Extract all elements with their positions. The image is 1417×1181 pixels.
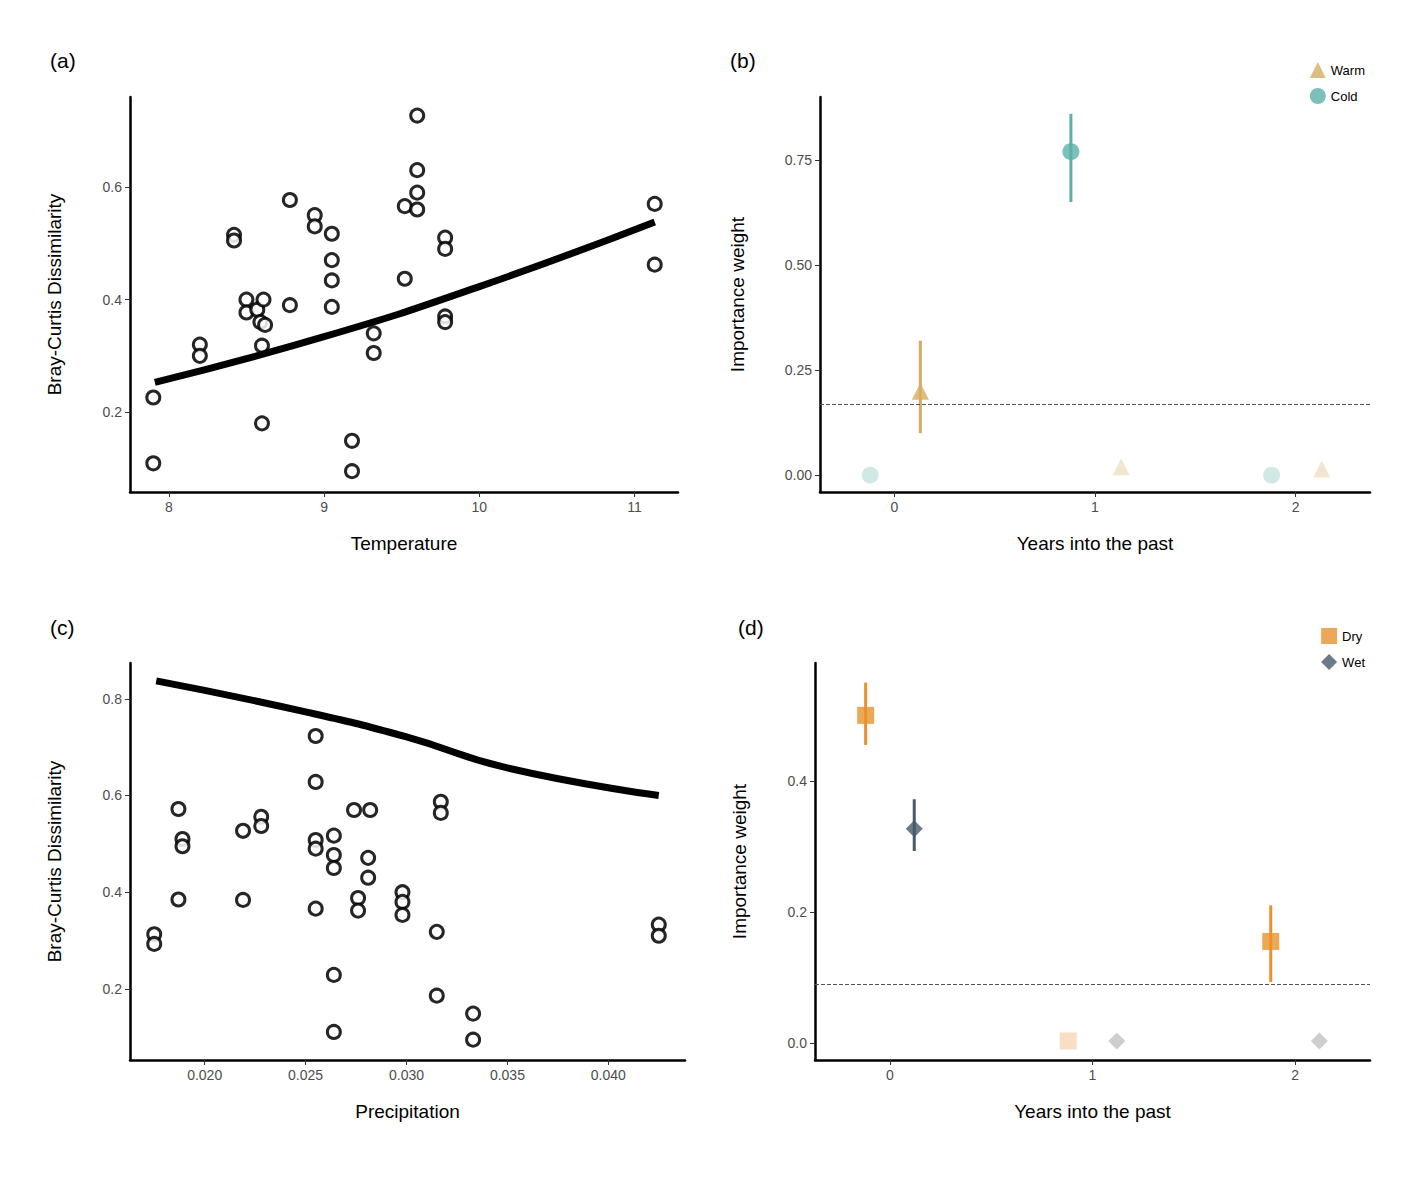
svg-text:0.2: 0.2 (103, 981, 123, 997)
svg-text:Years into the past: Years into the past (1017, 533, 1174, 554)
svg-text:0.020: 0.020 (187, 1067, 222, 1083)
svg-text:0.6: 0.6 (103, 179, 123, 195)
svg-text:0.8: 0.8 (103, 691, 123, 707)
svg-text:0.25: 0.25 (785, 362, 812, 378)
svg-text:Importance weight: Importance weight (729, 783, 750, 939)
svg-text:8: 8 (165, 499, 173, 515)
svg-text:0.0: 0.0 (788, 1035, 808, 1051)
svg-text:0.030: 0.030 (389, 1067, 424, 1083)
svg-text:0.75: 0.75 (785, 152, 812, 168)
svg-text:1: 1 (1089, 1067, 1097, 1083)
svg-text:Precipitation: Precipitation (355, 1101, 460, 1122)
svg-text:0: 0 (886, 1067, 894, 1083)
svg-text:10: 10 (472, 499, 488, 515)
svg-text:(d): (d) (738, 616, 764, 639)
svg-text:(a): (a) (50, 49, 76, 72)
svg-text:Dry: Dry (1342, 629, 1363, 644)
svg-text:Wet: Wet (1342, 655, 1365, 670)
svg-text:0.035: 0.035 (490, 1067, 525, 1083)
svg-text:2: 2 (1291, 1067, 1299, 1083)
svg-text:Warm: Warm (1331, 63, 1365, 78)
svg-text:0.2: 0.2 (788, 904, 808, 920)
svg-text:Bray-Curtis Dissimilarity: Bray-Curtis Dissimilarity (44, 193, 65, 395)
svg-text:(c): (c) (50, 616, 75, 639)
svg-text:Importance weight: Importance weight (727, 216, 748, 372)
svg-text:Years into the past: Years into the past (1014, 1101, 1171, 1122)
svg-text:(b): (b) (730, 49, 756, 72)
svg-text:11: 11 (627, 499, 642, 515)
svg-text:1: 1 (1091, 499, 1099, 515)
svg-text:0.4: 0.4 (788, 773, 808, 789)
svg-text:0.00: 0.00 (785, 467, 812, 483)
svg-text:0.4: 0.4 (103, 292, 123, 308)
svg-text:0.2: 0.2 (103, 404, 123, 420)
svg-text:0.6: 0.6 (103, 787, 123, 803)
svg-text:2: 2 (1292, 499, 1300, 515)
svg-text:0.50: 0.50 (785, 257, 812, 273)
svg-text:0.025: 0.025 (288, 1067, 323, 1083)
svg-text:0.040: 0.040 (591, 1067, 626, 1083)
svg-text:0.4: 0.4 (103, 884, 123, 900)
svg-text:Temperature: Temperature (351, 533, 458, 554)
svg-text:Cold: Cold (1331, 89, 1358, 104)
svg-text:9: 9 (320, 499, 328, 515)
svg-text:Bray-Curtis Dissimilarity: Bray-Curtis Dissimilarity (44, 760, 65, 962)
svg-text:0: 0 (890, 499, 898, 515)
